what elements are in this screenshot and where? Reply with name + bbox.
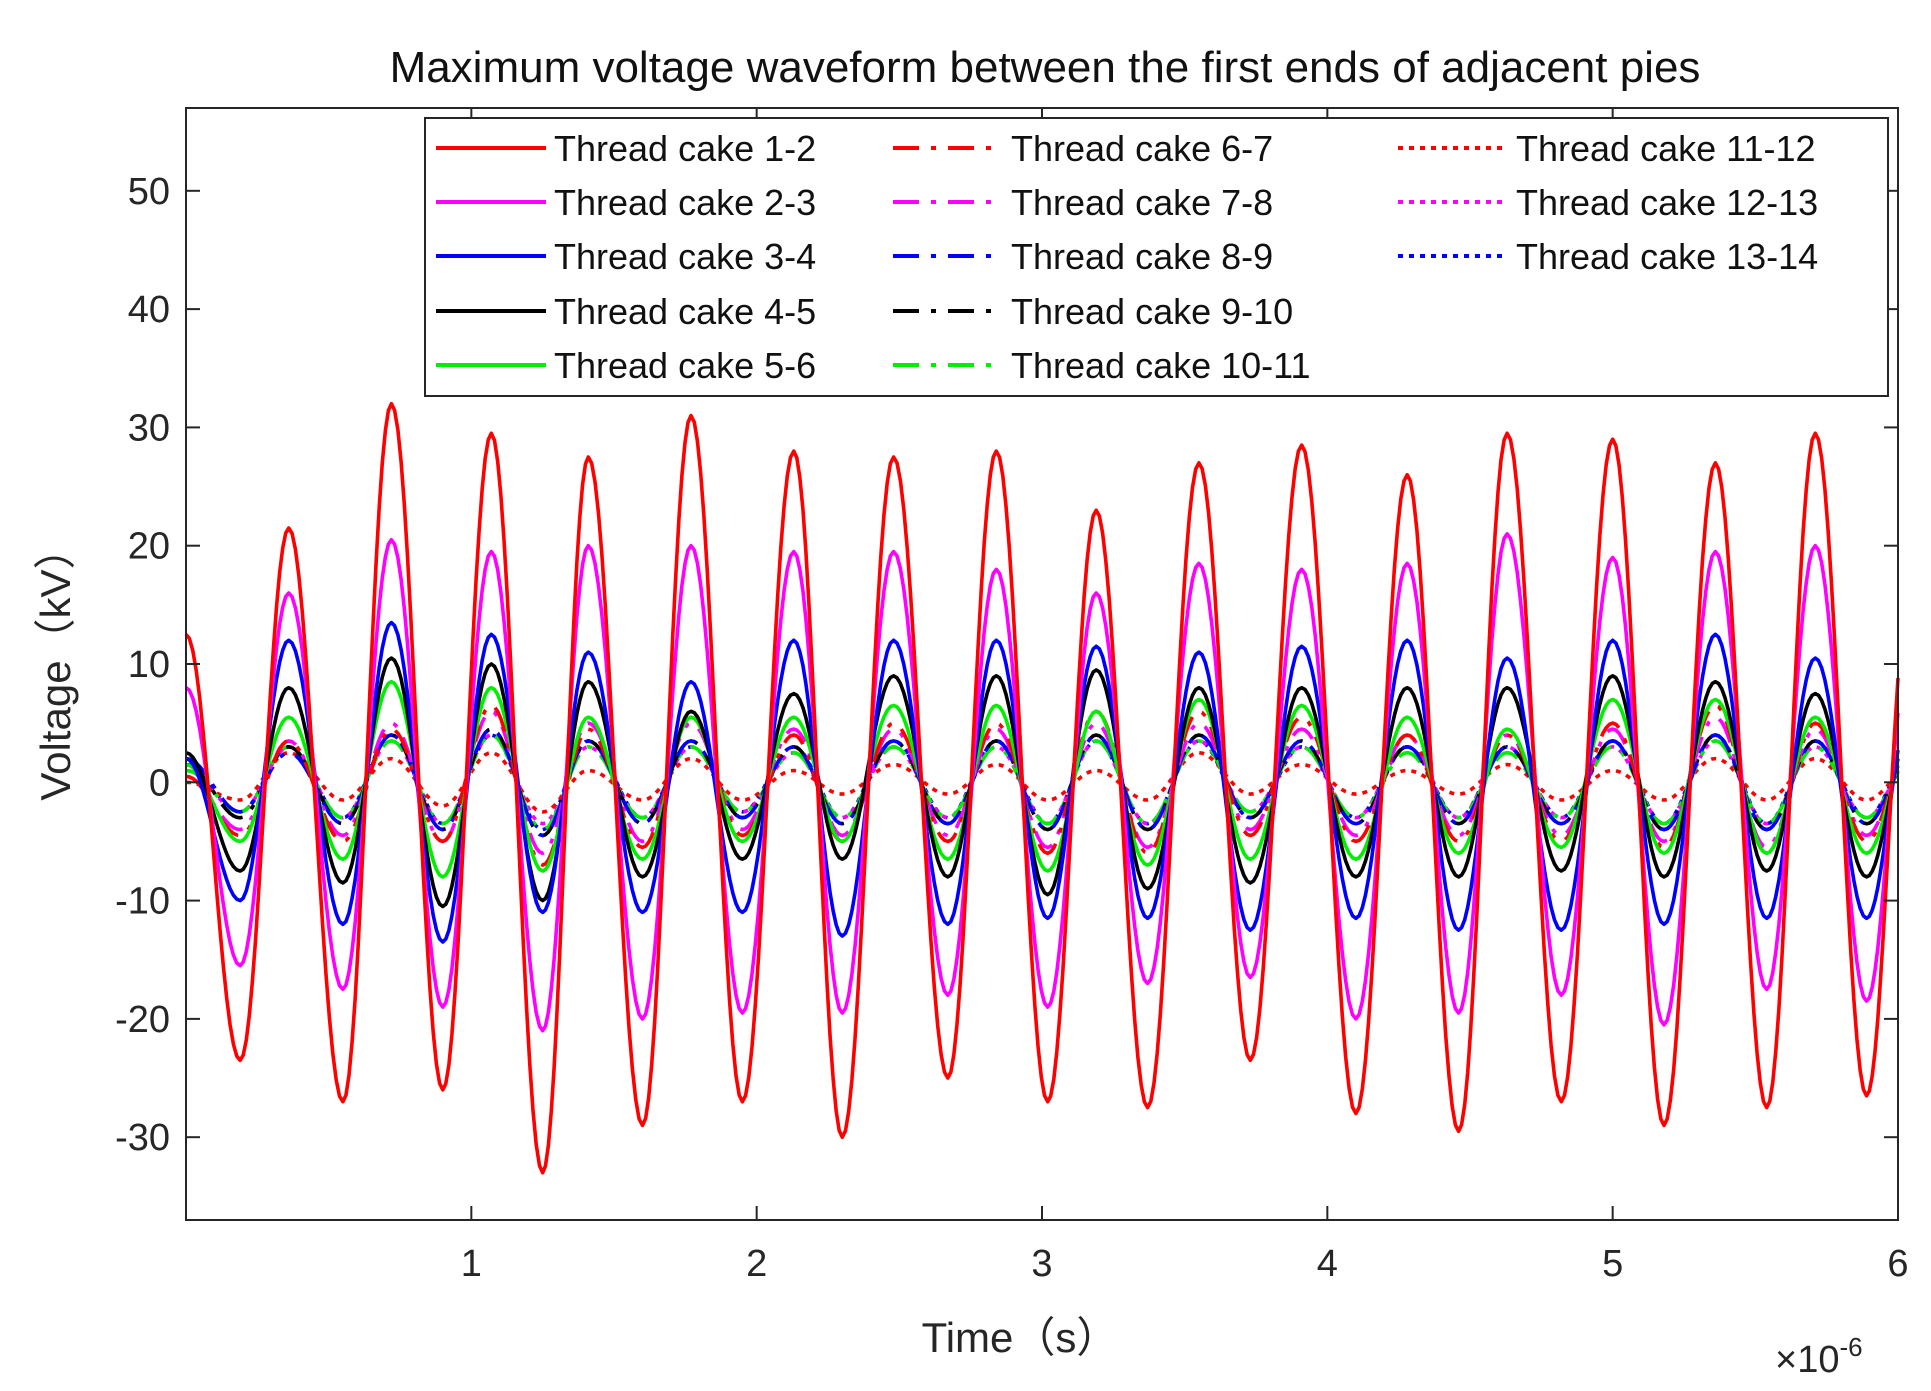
legend-label: Thread cake 12-13 bbox=[1516, 182, 1818, 223]
y-tick-label: 40 bbox=[128, 289, 170, 331]
legend-label: Thread cake 9-10 bbox=[1011, 291, 1293, 332]
x-axis-exponent-power: -6 bbox=[1839, 1332, 1862, 1362]
chart-title: Maximum voltage waveform between the fir… bbox=[390, 43, 1701, 92]
legend: Thread cake 1-2 Thread cake 2-3 Thread cak… bbox=[424, 117, 1889, 397]
legend-box bbox=[424, 117, 1889, 397]
x-tick-label: 3 bbox=[1031, 1243, 1052, 1285]
legend-label: Thread cake 1-2 bbox=[554, 128, 816, 169]
y-tick-label: -20 bbox=[115, 999, 170, 1041]
legend-label: Thread cake 5-6 bbox=[554, 345, 816, 386]
series-line bbox=[185, 727, 1900, 838]
legend-label: Thread cake 2-3 bbox=[554, 182, 816, 223]
legend-label: Thread cake 10-11 bbox=[1011, 345, 1311, 386]
y-axis: -30 -20 -10 0 10 20 30 40 50 bbox=[115, 171, 1898, 1159]
x-tick-label: 4 bbox=[1317, 1243, 1338, 1285]
series-layer bbox=[184, 401, 1900, 1175]
x-axis-exponent: ×10-6 bbox=[1775, 1332, 1863, 1381]
x-tick-label: 1 bbox=[461, 1243, 482, 1285]
x-axis: 1 2 3 4 5 6 bbox=[461, 108, 1909, 1285]
series-line bbox=[184, 532, 1900, 1033]
x-tick-label: 5 bbox=[1602, 1243, 1623, 1285]
x-axis-label: Time（s） bbox=[922, 1314, 1119, 1361]
y-tick-label: 30 bbox=[128, 407, 170, 449]
x-axis-exponent-base: ×10 bbox=[1775, 1339, 1839, 1381]
legend-label: Thread cake 7-8 bbox=[1011, 182, 1273, 223]
y-tick-label: -30 bbox=[115, 1117, 170, 1159]
legend-label: Thread cake 11-12 bbox=[1516, 128, 1816, 169]
x-tick-label: 6 bbox=[1887, 1243, 1908, 1285]
legend-label: Thread cake 3-4 bbox=[554, 236, 816, 277]
y-axis-label: Voltage（kV） bbox=[32, 527, 79, 800]
y-tick-label: 10 bbox=[128, 644, 170, 686]
series-line bbox=[185, 709, 1900, 856]
series-line bbox=[185, 620, 1900, 944]
x-tick-label: 2 bbox=[746, 1243, 767, 1285]
y-tick-label: 20 bbox=[128, 526, 170, 568]
legend-label: Thread cake 4-5 bbox=[554, 291, 816, 332]
legend-label: Thread cake 6-7 bbox=[1011, 128, 1273, 169]
legend-label: Thread cake 8-9 bbox=[1011, 236, 1273, 277]
y-tick-label: -10 bbox=[115, 881, 170, 923]
legend-label: Thread cake 13-14 bbox=[1516, 236, 1818, 277]
series-line bbox=[184, 401, 1900, 1175]
y-tick-label: 50 bbox=[128, 171, 170, 213]
series-line bbox=[185, 750, 1900, 814]
y-tick-label: 0 bbox=[149, 762, 170, 804]
